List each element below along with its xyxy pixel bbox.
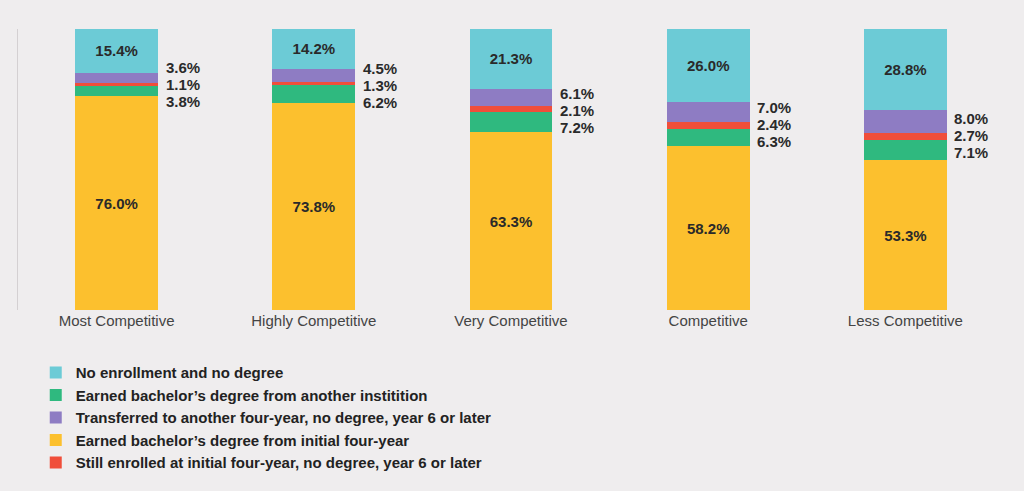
svg-text:Competitive: Competitive — [669, 312, 748, 329]
svg-text:58.2%: 58.2% — [687, 220, 730, 237]
svg-text:3.8%: 3.8% — [166, 93, 200, 110]
svg-text:15.4%: 15.4% — [95, 42, 138, 59]
svg-text:Very Competitive: Very Competitive — [454, 312, 567, 329]
svg-text:2.7%: 2.7% — [954, 127, 988, 144]
svg-text:1.3%: 1.3% — [363, 77, 397, 94]
svg-text:7.1%: 7.1% — [954, 144, 988, 161]
svg-text:28.8%: 28.8% — [884, 61, 927, 78]
svg-text:Less Competitive: Less Competitive — [848, 312, 963, 329]
svg-text:53.3%: 53.3% — [884, 227, 927, 244]
svg-text:73.8%: 73.8% — [293, 198, 336, 215]
svg-text:Transferred to another four-ye: Transferred to another four-year, no deg… — [76, 409, 491, 426]
svg-text:76.0%: 76.0% — [95, 195, 138, 212]
svg-text:Highly Competitive: Highly Competitive — [251, 312, 376, 329]
svg-text:6.3%: 6.3% — [757, 133, 791, 150]
svg-text:2.4%: 2.4% — [757, 116, 791, 133]
svg-text:Still enrolled at initial four: Still enrolled at initial four-year, no … — [76, 454, 482, 471]
svg-text:63.3%: 63.3% — [490, 213, 533, 230]
svg-text:7.2%: 7.2% — [560, 119, 594, 136]
svg-text:14.2%: 14.2% — [293, 40, 336, 57]
svg-text:7.0%: 7.0% — [757, 99, 791, 116]
svg-text:26.0%: 26.0% — [687, 57, 730, 74]
svg-text:6.2%: 6.2% — [363, 94, 397, 111]
svg-text:3.6%: 3.6% — [166, 59, 200, 76]
svg-text:4.5%: 4.5% — [363, 60, 397, 77]
svg-text:No enrollment and no degree: No enrollment and no degree — [76, 364, 284, 381]
svg-text:8.0%: 8.0% — [954, 110, 988, 127]
svg-text:2.1%: 2.1% — [560, 102, 594, 119]
svg-text:Earned bachelor’s degree from: Earned bachelor’s degree from another in… — [76, 387, 428, 404]
svg-text:21.3%: 21.3% — [490, 50, 533, 67]
svg-text:Earned bachelor’s degree from: Earned bachelor’s degree from initial fo… — [76, 432, 410, 449]
svg-text:1.1%: 1.1% — [166, 76, 200, 93]
svg-text:Most Competitive: Most Competitive — [59, 312, 175, 329]
svg-text:6.1%: 6.1% — [560, 85, 594, 102]
